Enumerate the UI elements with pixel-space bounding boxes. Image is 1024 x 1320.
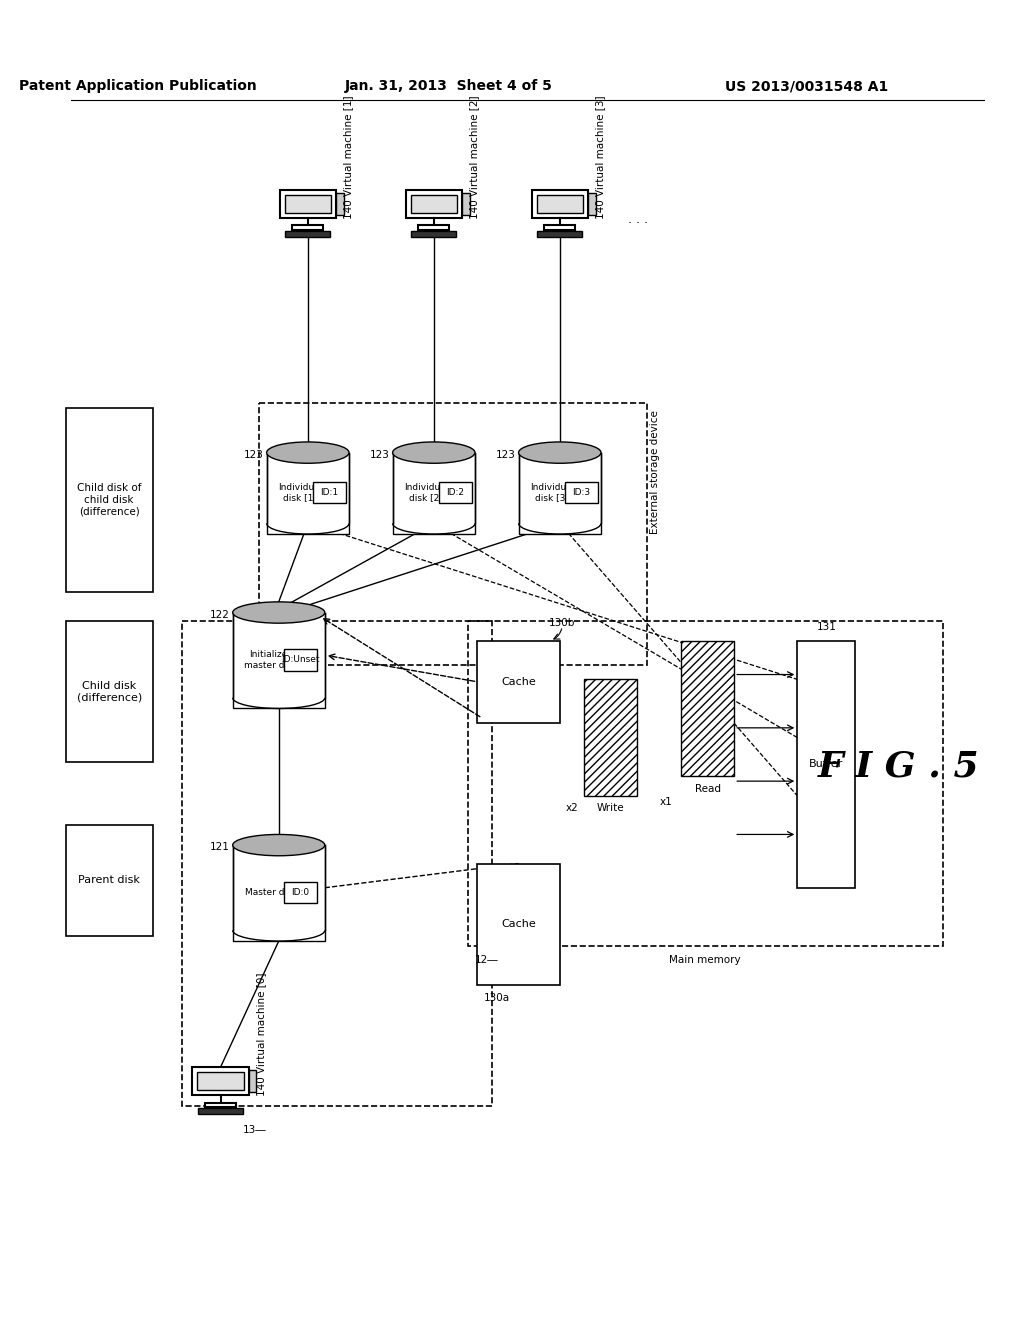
Text: 130b: 130b <box>549 618 575 628</box>
Text: 13―: 13― <box>243 1125 266 1135</box>
Text: . . .: . . . <box>628 213 647 226</box>
Bar <box>438 482 472 503</box>
Text: Write: Write <box>597 804 625 813</box>
Text: Patent Application Publication: Patent Application Publication <box>19 79 257 94</box>
Text: Master disk: Master disk <box>245 888 297 898</box>
Bar <box>182 622 492 1106</box>
Text: 121: 121 <box>210 842 229 853</box>
Bar <box>412 231 457 238</box>
Text: 140 Virtual machine [1]: 140 Virtual machine [1] <box>343 95 353 219</box>
Bar <box>284 649 316 671</box>
Text: Main memory: Main memory <box>670 956 741 965</box>
Text: Cache: Cache <box>501 677 536 686</box>
Bar <box>193 1067 249 1094</box>
Text: Read: Read <box>694 784 721 793</box>
Text: 123: 123 <box>244 450 264 459</box>
Text: Cache: Cache <box>501 919 536 929</box>
Bar <box>518 453 601 535</box>
Bar <box>293 226 324 230</box>
Text: 140 Virtual machine [3]: 140 Virtual machine [3] <box>596 95 605 219</box>
Bar <box>411 195 457 213</box>
Text: Buffer: Buffer <box>809 759 844 770</box>
Bar <box>477 863 560 985</box>
Text: 123: 123 <box>496 450 516 459</box>
Text: ID:1: ID:1 <box>321 488 338 498</box>
Text: Parent disk: Parent disk <box>78 875 140 886</box>
Text: 140 Virtual machine [2]: 140 Virtual machine [2] <box>470 95 479 219</box>
Ellipse shape <box>232 834 325 855</box>
Text: 12―: 12― <box>475 956 499 965</box>
Text: Individual
disk [2]: Individual disk [2] <box>403 483 449 503</box>
Bar <box>285 195 331 213</box>
Bar <box>66 408 153 593</box>
Bar <box>538 231 583 238</box>
Bar <box>588 193 596 215</box>
Bar <box>259 403 647 665</box>
Bar <box>205 1102 237 1107</box>
Bar <box>198 1109 243 1114</box>
Bar <box>545 226 575 230</box>
Bar <box>232 845 325 941</box>
Text: US 2013/0031548 A1: US 2013/0031548 A1 <box>725 79 889 94</box>
Bar <box>198 1072 244 1090</box>
Ellipse shape <box>266 442 349 463</box>
Text: 140 Virtual machine [0]: 140 Virtual machine [0] <box>256 973 266 1096</box>
Text: ID:2: ID:2 <box>446 488 464 498</box>
Bar <box>681 640 734 776</box>
Bar <box>232 612 325 709</box>
Bar <box>537 195 583 213</box>
Text: Child disk
(difference): Child disk (difference) <box>77 681 141 702</box>
Text: F I G . 5: F I G . 5 <box>818 750 980 784</box>
Bar <box>584 680 637 796</box>
Bar <box>249 1071 256 1092</box>
Text: 123: 123 <box>370 450 390 459</box>
Text: Jan. 31, 2013  Sheet 4 of 5: Jan. 31, 2013 Sheet 4 of 5 <box>344 79 552 94</box>
Bar <box>468 622 943 946</box>
Bar <box>66 825 153 936</box>
Bar <box>462 193 470 215</box>
Text: x1: x1 <box>660 797 673 808</box>
Text: ID:Unset: ID:Unset <box>281 656 319 664</box>
Bar <box>336 193 344 215</box>
Text: Initialized
master disk: Initialized master disk <box>245 651 298 669</box>
Ellipse shape <box>392 442 475 463</box>
Text: Child disk of
child disk
(difference): Child disk of child disk (difference) <box>77 483 141 516</box>
Bar <box>266 453 349 535</box>
Text: 131: 131 <box>816 622 837 632</box>
Text: 130a: 130a <box>483 993 510 1003</box>
Ellipse shape <box>232 602 325 623</box>
Text: Individual
disk [1]: Individual disk [1] <box>278 483 323 503</box>
Bar <box>419 226 450 230</box>
Text: External storage device: External storage device <box>650 411 659 535</box>
Bar <box>286 231 331 238</box>
Text: 122: 122 <box>210 610 229 619</box>
Bar <box>312 482 346 503</box>
Text: x2: x2 <box>566 804 579 813</box>
Bar <box>66 622 153 762</box>
Bar <box>284 882 316 903</box>
Text: ID:3: ID:3 <box>572 488 590 498</box>
Text: Individual
disk [3]: Individual disk [3] <box>529 483 574 503</box>
Bar <box>280 190 336 218</box>
Bar <box>798 640 855 888</box>
Ellipse shape <box>518 442 601 463</box>
Bar <box>406 190 462 218</box>
Bar <box>392 453 475 535</box>
Bar <box>531 190 588 218</box>
Bar <box>564 482 598 503</box>
Bar <box>477 640 560 723</box>
Text: ID:0: ID:0 <box>291 888 309 898</box>
